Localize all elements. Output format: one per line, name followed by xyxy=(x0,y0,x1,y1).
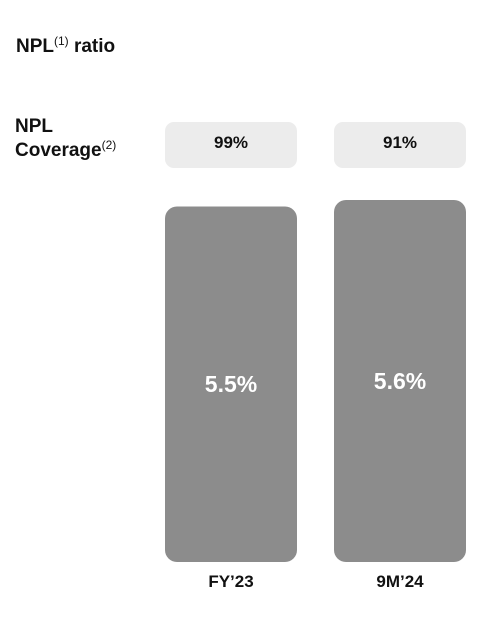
bar-1 xyxy=(334,200,466,562)
bar-data-label-1: 5.6% xyxy=(374,368,426,394)
bar-0 xyxy=(165,206,297,562)
coverage-footnote: (2) xyxy=(101,138,117,152)
coverage-label-line2: Coverage(2) xyxy=(15,138,117,164)
npl-coverage-label: NPL Coverage(2) xyxy=(15,115,116,164)
coverage-value-text: 91% xyxy=(382,133,418,152)
coverage-value-text: 99% xyxy=(213,133,249,152)
coverage-value-fy23: 99% xyxy=(165,122,297,168)
chart-title: NPL(1) ratio xyxy=(16,34,116,60)
bar-data-label-0: 5.5% xyxy=(205,371,257,397)
coverage-value-9m24: 91% xyxy=(334,122,466,168)
coverage-label-text: Coverage xyxy=(15,140,102,161)
title-suffix: ratio xyxy=(68,36,116,57)
x-tick-label-1: 9M’24 xyxy=(376,572,424,591)
title-text: NPL xyxy=(16,36,54,57)
title-footnote: (1) xyxy=(54,34,69,48)
x-tick-label-0: FY’23 xyxy=(208,572,253,591)
coverage-label-line1: NPL xyxy=(15,116,53,137)
